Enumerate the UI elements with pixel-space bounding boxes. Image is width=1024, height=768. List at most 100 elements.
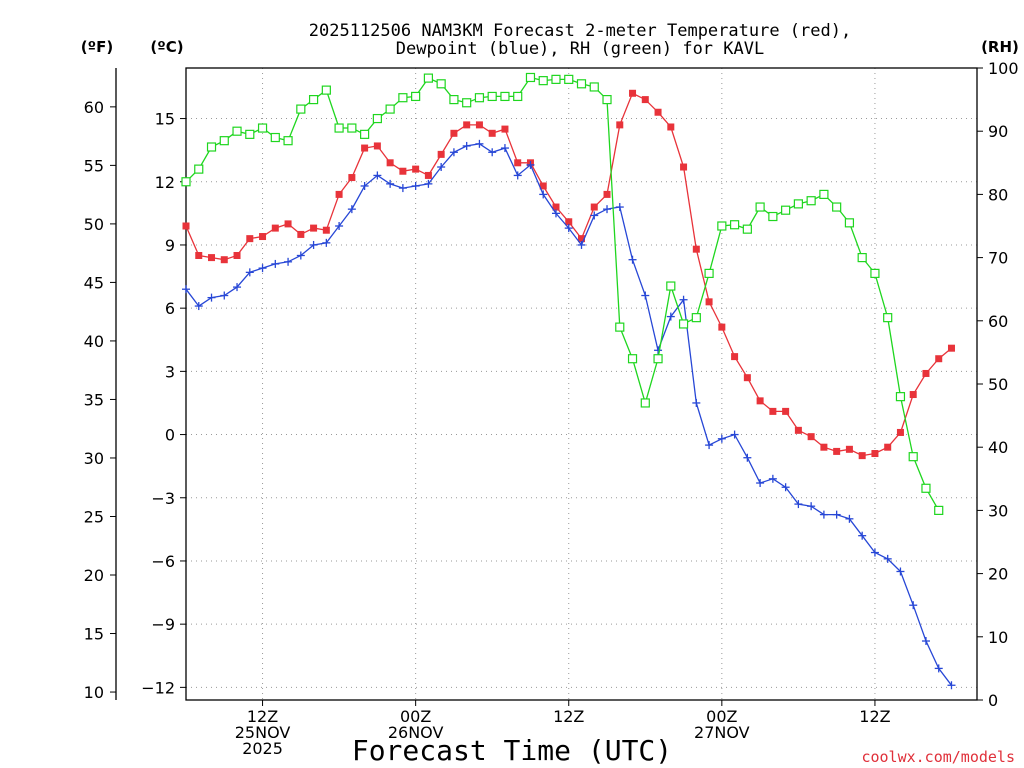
dewpoint-point [666, 312, 675, 321]
rh-tick-label: 100 [988, 59, 1019, 78]
credit-text: coolwx.com/models [861, 748, 1015, 766]
fahrenheit-tick-label: 30 [84, 449, 104, 468]
temperature-point [233, 251, 241, 259]
time-tick-label: 00Z [400, 707, 431, 726]
fahrenheit-unit-label: (ºF) [81, 38, 113, 56]
temperature-point [667, 123, 675, 131]
dewpoint-point [909, 601, 918, 610]
rh-point [691, 313, 701, 323]
rh-point [895, 392, 906, 402]
rh-point [576, 79, 587, 89]
dewpoint-series [182, 139, 956, 690]
dewpoint-point [934, 664, 943, 673]
dewpoint-point [743, 453, 752, 462]
celsius-tick-label: −9 [151, 615, 175, 634]
rh-unit-label: (RH) [981, 38, 1019, 56]
celsius-tick-label: −12 [141, 678, 175, 697]
temperature-point [297, 230, 305, 238]
temperature-point [475, 121, 483, 129]
temperature-line [185, 92, 952, 457]
rh-point [589, 82, 599, 92]
fahrenheit-tick-label: 35 [84, 390, 104, 409]
rh-point [334, 123, 344, 133]
rh-point [615, 322, 625, 332]
rh-point [678, 319, 689, 329]
dewpoint-point [858, 531, 867, 540]
rh-point [525, 72, 536, 83]
temperature-point [590, 203, 598, 211]
dewpoint-point [603, 205, 612, 214]
rh-point [283, 136, 293, 146]
dewpoint-point [679, 295, 688, 304]
fahrenheit-tick-label: 60 [84, 98, 104, 117]
dewpoint-point [296, 251, 305, 260]
temperature-point [386, 159, 394, 167]
celsius-tick-label: 12 [155, 173, 175, 192]
dewpoint-point [717, 434, 726, 443]
dewpoint-point [705, 441, 714, 450]
dewpoint-point [590, 211, 599, 220]
rh-point [219, 136, 229, 146]
rh-tick-label: 80 [988, 185, 1008, 204]
rh-point [194, 164, 204, 174]
rh-point [564, 74, 574, 84]
rh-point [513, 91, 523, 102]
grid-lines [186, 68, 977, 700]
temperature-point [680, 163, 688, 171]
rh-point [806, 196, 816, 206]
celsius-tick-label: 0 [165, 426, 175, 445]
dewpoint-point [462, 141, 471, 150]
temperature-point [195, 251, 203, 259]
rh-point [883, 313, 893, 323]
temperature-series [182, 89, 955, 460]
celsius-tick-label: 9 [165, 236, 175, 255]
fahrenheit-tick-label: 15 [84, 625, 104, 644]
rh-tick-label: 50 [988, 375, 1008, 394]
series-layer [181, 72, 956, 690]
rh-point [411, 91, 421, 102]
dewpoint-point [360, 181, 369, 190]
dewpoint-point [182, 285, 190, 294]
rh-tick-label: 20 [988, 565, 1008, 584]
dewpoint-point [373, 171, 382, 180]
rh-series [181, 72, 944, 515]
temperature-point [641, 96, 649, 104]
rh-point [844, 218, 855, 228]
temperature-point [820, 443, 828, 451]
rh-point [347, 123, 357, 133]
temperature-point [769, 407, 777, 415]
dewpoint-point [756, 479, 765, 488]
rh-point [385, 104, 395, 114]
fahrenheit-tick-label: 50 [84, 215, 104, 234]
temperature-point [310, 224, 318, 232]
dewpoint-point [807, 502, 816, 511]
dewpoint-point [896, 567, 905, 576]
temperature-point [259, 233, 267, 241]
temperature-point [884, 443, 892, 451]
time-tick-label: 12Z [247, 707, 278, 726]
temperature-point [463, 121, 471, 129]
dewpoint-point [488, 148, 497, 157]
dewpoint-point [947, 681, 956, 690]
temperature-point [348, 174, 356, 182]
chart-title-line-1: 2025112506 NAM3KM Forecast 2-meter Tempe… [309, 21, 851, 41]
dewpoint-point [475, 139, 484, 148]
rh-point [742, 224, 752, 234]
temperature-point [488, 129, 496, 137]
fahrenheit-tick-label: 20 [84, 566, 104, 585]
dewpoint-point [730, 430, 739, 439]
dewpoint-point [347, 205, 356, 214]
temperature-point [807, 433, 815, 441]
temperature-point [654, 108, 662, 116]
fahrenheit-axis: 60 55 50 45 40 35 30 25 20 15 10 [84, 98, 116, 702]
dewpoint-point [883, 554, 892, 563]
dewpoint-point [194, 302, 203, 311]
temperature-point [501, 125, 509, 133]
temperature-point [284, 220, 292, 228]
temperature-point [896, 428, 904, 436]
celsius-unit-label: (ºC) [150, 38, 183, 56]
rh-tick-label: 70 [988, 249, 1008, 268]
time-tick-label: 00Z [706, 707, 737, 726]
rh-point [602, 94, 612, 105]
